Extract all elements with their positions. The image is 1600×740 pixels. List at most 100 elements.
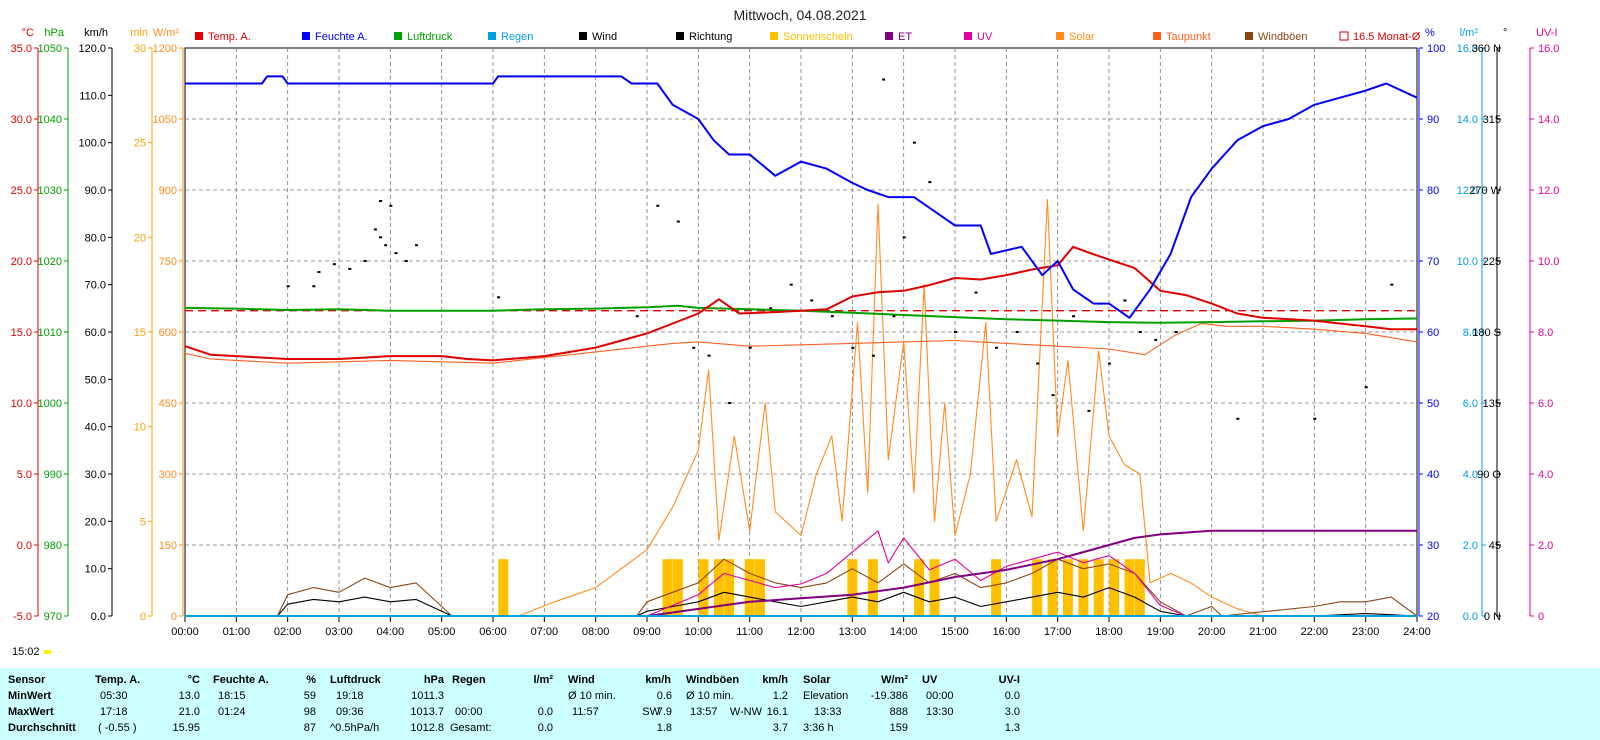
max-gust-time: 13:57 <box>690 706 718 718</box>
direction-point <box>769 307 773 310</box>
left-axis-tick-label: 10.0 <box>11 398 32 410</box>
weather-chart: Mittwoch, 04.08.2021 Temp. A. Feuchte A. L… <box>11 7 1560 638</box>
x-tick-label: 05:00 <box>428 626 456 638</box>
direction-point <box>348 267 352 270</box>
legend-swatch <box>579 32 587 40</box>
min-uv-value: 0.0 <box>1004 690 1020 702</box>
max-rain-value: 0.0 <box>537 706 553 718</box>
sunshine-bar <box>1062 559 1073 616</box>
header-solar: Solar <box>803 674 831 686</box>
max-temp-time: 17:18 <box>100 706 128 718</box>
left-axis-tick-label: 750 <box>159 256 177 268</box>
left-axis-tick-label: 1020 <box>38 256 62 268</box>
x-tick-label: 02:00 <box>274 626 302 638</box>
direction-point <box>635 315 639 318</box>
legend-label: Taupunkt <box>1166 31 1211 43</box>
direction-point <box>1108 362 1111 365</box>
left-axis-unit: hPa <box>44 27 64 39</box>
avg-uv-value: 1.3 <box>1004 722 1020 734</box>
direction-point <box>1123 299 1127 302</box>
right-axis-tick-label: 180 S <box>1472 327 1501 339</box>
left-axis-tick-label: 1030 <box>38 185 62 197</box>
row-label-max: MaxWert <box>8 706 54 718</box>
direction-point <box>1015 331 1019 333</box>
right-axis-tick-label: 50 <box>1427 398 1439 410</box>
sunshine-duration: 3:36 h <box>803 722 834 734</box>
legend-swatch <box>394 32 402 40</box>
header-wind: Wind <box>568 674 595 686</box>
direction-point <box>1072 315 1076 318</box>
left-axis-unit: min <box>130 27 148 39</box>
right-axis-unit: ° <box>1503 27 1507 39</box>
max-temp-value: 21.0 <box>178 706 200 718</box>
left-axis-tick-label: 300 <box>159 469 177 481</box>
direction-point <box>389 204 393 207</box>
series-line-luftdruck <box>184 304 1418 324</box>
left-axis-tick-label: 50.0 <box>85 374 106 386</box>
left-axis-tick-label: 1200 <box>153 43 177 55</box>
right-axis-tick-label: 6.0 <box>1538 398 1553 410</box>
sunshine-bar <box>929 559 940 616</box>
left-axis-tick-label: 30.0 <box>85 469 106 481</box>
avg-gust-value: 3.7 <box>772 722 788 734</box>
max-gust-value: 16.1 <box>766 706 788 718</box>
direction-point <box>851 346 855 349</box>
right-axis-tick-label: 135 <box>1483 398 1501 410</box>
direction-point <box>692 346 696 349</box>
chart-grid <box>184 47 1418 617</box>
avg-temp-value: 15.95 <box>172 722 200 734</box>
x-tick-label: 19:00 <box>1147 626 1175 638</box>
sunshine-bar <box>1134 559 1145 616</box>
direction-point <box>902 236 906 239</box>
left-axis-tick-label: 10.0 <box>85 564 106 576</box>
series-line-taupunkt <box>184 322 1418 364</box>
direction-point <box>1154 338 1158 341</box>
legend-swatch <box>676 32 684 40</box>
header-temp-unit: °C <box>187 674 200 686</box>
max-uv-time: 13:30 <box>926 706 954 718</box>
sunshine-bar <box>914 559 925 616</box>
right-axis-tick-label: 70 <box>1427 256 1439 268</box>
right-axis-tick-label: 40 <box>1427 469 1439 481</box>
direction-point <box>1236 417 1240 420</box>
sunshine-bar <box>713 559 724 616</box>
x-tick-label: 12:00 <box>787 626 815 638</box>
min-uv-time: 00:00 <box>926 690 954 702</box>
direction-point <box>789 283 793 286</box>
chart-axes: 00:00 01:00 02:00 03:00 04:00 05:00 06:00 07:00… <box>11 27 1560 638</box>
x-tick-label: 14:00 <box>890 626 918 638</box>
right-axis-tick-label: 0.0 <box>1463 611 1478 623</box>
x-tick-label: 15:00 <box>941 626 969 638</box>
right-axis-tick-label: 0 N <box>1484 611 1501 623</box>
legend-label: Windböen <box>1258 31 1308 43</box>
left-axis-tick-label: 150 <box>159 540 177 552</box>
rain-total-label: Gesamt: <box>450 722 492 734</box>
left-axis-tick-label: 970 <box>44 611 62 623</box>
right-axis-tick-label: 2.0 <box>1463 540 1478 552</box>
max-gust-dir: W-NW <box>729 706 762 718</box>
left-axis-tick-label: 30 <box>134 43 146 55</box>
x-tick-label: 11:00 <box>736 626 763 638</box>
x-tick-label: 20:00 <box>1198 626 1226 638</box>
legend-label: 16.5 Monat-Ø <box>1353 31 1421 43</box>
max-rain-time: 00:00 <box>455 706 483 718</box>
max-hum-value: 98 <box>303 706 316 718</box>
direction-point <box>1087 409 1091 412</box>
right-axis-tick-label: 4.0 <box>1538 469 1553 481</box>
x-tick-label: 22:00 <box>1301 626 1329 638</box>
left-axis-tick-label: -5.0 <box>13 611 32 623</box>
left-axis-tick-label: 20.0 <box>11 256 32 268</box>
legend-swatch <box>1339 31 1349 41</box>
right-axis-tick-label: 20 <box>1427 611 1439 623</box>
legend-swatch <box>885 32 893 40</box>
right-axis-tick-label: 2.0 <box>1538 540 1553 552</box>
max-wind-time: 11:57 <box>572 706 599 718</box>
left-axis-tick-label: 0.0 <box>91 611 106 623</box>
x-tick-label: 13:00 <box>839 626 867 638</box>
x-tick-label: 04:00 <box>377 626 405 638</box>
sunshine-bar <box>698 559 709 616</box>
direction-point <box>882 78 886 81</box>
direction-point <box>748 346 752 349</box>
min-wind-label: Ø 10 min. <box>568 690 616 702</box>
x-tick-label: 18:00 <box>1095 626 1123 638</box>
